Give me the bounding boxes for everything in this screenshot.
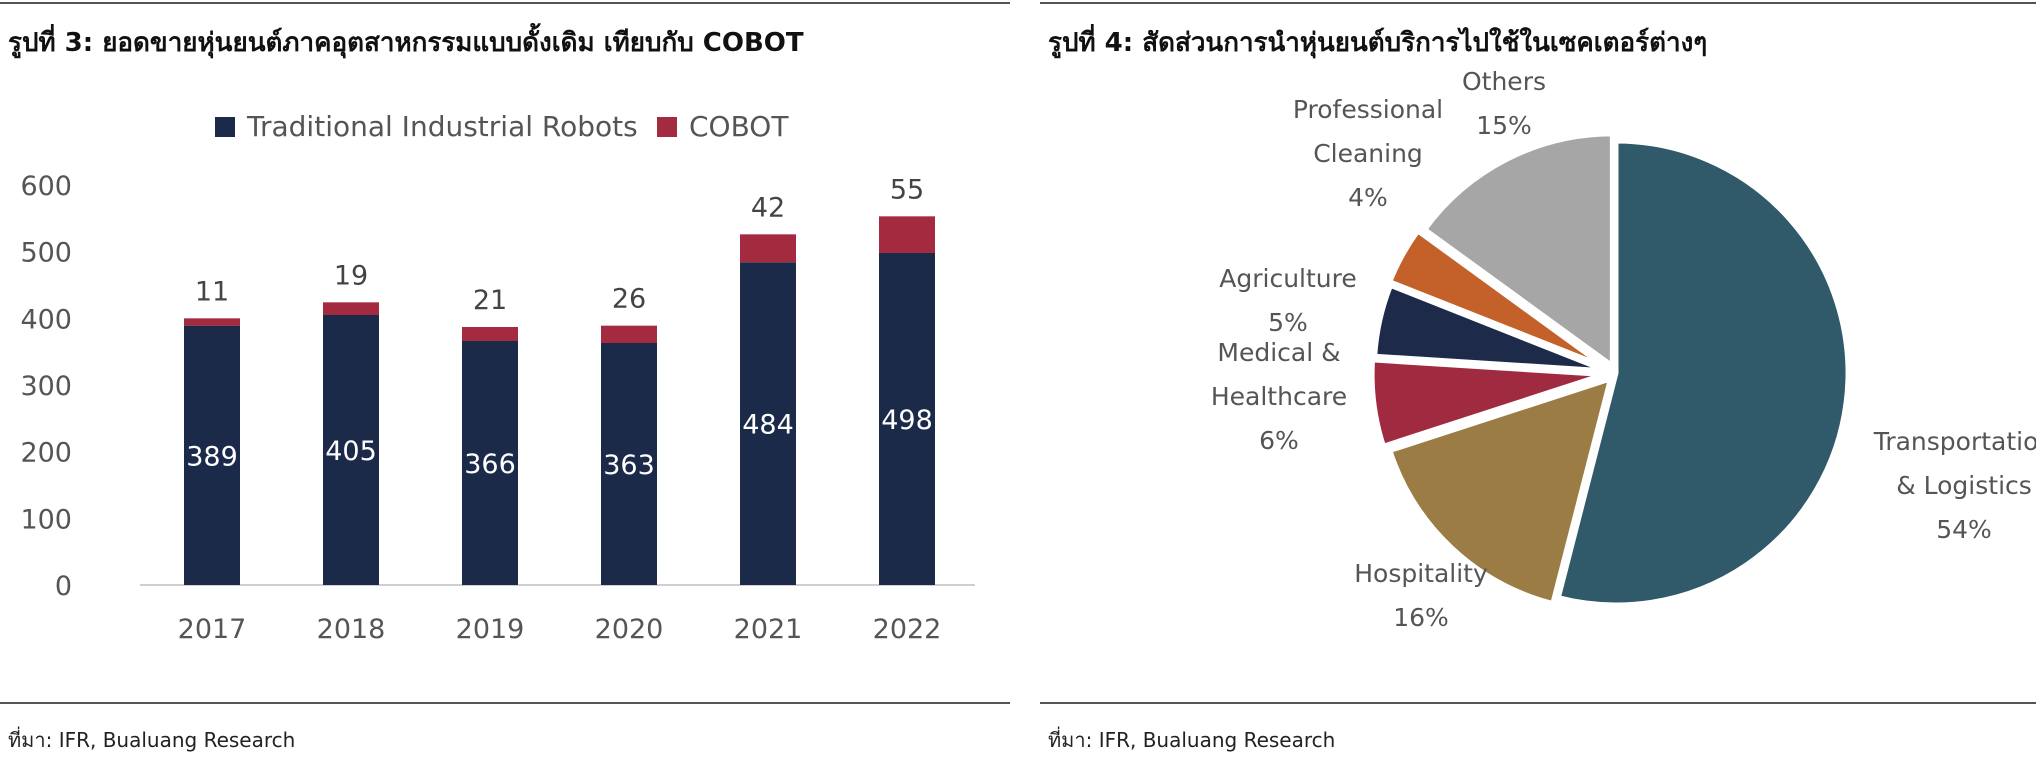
x-tick-label: 2021 xyxy=(734,614,803,645)
y-tick-label: 300 xyxy=(20,371,72,402)
bar-cobot xyxy=(601,325,657,343)
slice-pct-label: 54% xyxy=(1936,515,1992,544)
y-tick-label: 400 xyxy=(20,304,72,335)
figure-3-title: รูปที่ 3: ยอดขายหุ่นยนต์ภาคอุตสาหกรรมแบบ… xyxy=(8,28,804,58)
x-tick-label: 2018 xyxy=(317,614,386,645)
legend-label: COBOT xyxy=(689,110,789,143)
slice-name-label: Healthcare xyxy=(1211,382,1347,411)
slice-name-label: Cleaning xyxy=(1313,139,1423,168)
slice-pct-label: 6% xyxy=(1259,426,1299,455)
figure-4-panel: รูปที่ 4: สัดส่วนการนำหุ่นยนต์บริการไปใช… xyxy=(1040,0,2036,760)
bar-traditional xyxy=(323,315,379,585)
pie-chart: Transportation & Logistics 54% Hospitality 1… xyxy=(1211,67,2036,632)
y-tick-label: 500 xyxy=(20,238,72,269)
bar-traditional xyxy=(184,325,240,585)
legend: Traditional Industrial Robots COBOT xyxy=(215,110,789,143)
slice-name-label: Hospitality xyxy=(1354,559,1488,588)
pie-slice xyxy=(1387,376,1614,607)
top-rule xyxy=(0,2,1010,4)
pie-slice xyxy=(1555,138,1851,608)
bar-traditional xyxy=(879,253,935,585)
slice-name-label: Medical & xyxy=(1217,338,1340,367)
x-tick-label: 2020 xyxy=(595,614,664,645)
legend-swatch xyxy=(657,117,677,137)
slice-pct-label: 4% xyxy=(1348,183,1388,212)
x-tick-label: 2019 xyxy=(456,614,525,645)
figure-4-source: ที่มา: IFR, Bualuang Research xyxy=(1048,728,1336,752)
figure-3-panel: รูปที่ 3: ยอดขายหุ่นยนต์ภาคอุตสาหกรรมแบบ… xyxy=(0,0,1010,760)
pie-slice xyxy=(1387,228,1608,370)
stacked-bar-chart: Traditional Industrial Robots COBOT 0 100 20… xyxy=(20,110,975,645)
bottom-rule xyxy=(0,702,1010,704)
bar-cobot xyxy=(879,216,935,253)
slice-name-label: Transportation xyxy=(1873,427,2036,456)
bar-traditional xyxy=(462,341,518,585)
slice-name-label: Others xyxy=(1462,67,1546,96)
slice-pct-label: 16% xyxy=(1393,603,1449,632)
data-label-traditional: 405 xyxy=(325,436,377,467)
bar-cobot xyxy=(462,327,518,341)
data-label-cobot: 26 xyxy=(612,284,646,315)
data-label-traditional: 366 xyxy=(464,449,516,480)
y-tick-label: 0 xyxy=(55,571,72,602)
figure-3-source: ที่มา: IFR, Bualuang Research xyxy=(8,728,296,752)
legend-swatch xyxy=(215,117,235,137)
bar-cobot xyxy=(740,234,796,263)
data-label-cobot: 21 xyxy=(473,285,507,316)
data-label-traditional: 498 xyxy=(881,405,933,436)
y-tick-label: 200 xyxy=(20,438,72,469)
data-label-traditional: 484 xyxy=(742,410,794,441)
y-tick-label: 600 xyxy=(20,171,72,202)
bar-cobot xyxy=(323,302,379,315)
slice-name-label: & Logistics xyxy=(1896,471,2032,500)
bar-traditional xyxy=(601,343,657,585)
data-label-cobot: 42 xyxy=(751,192,785,223)
slice-name-label: Professional xyxy=(1293,95,1443,124)
slice-pct-label: 5% xyxy=(1268,308,1308,337)
slice-name-label: Agriculture xyxy=(1219,264,1357,293)
legend-label: Traditional Industrial Robots xyxy=(246,110,638,143)
figure-4-title: รูปที่ 4: สัดส่วนการนำหุ่นยนต์บริการไปใช… xyxy=(1048,28,1708,58)
x-tick-label: 2017 xyxy=(178,614,247,645)
bar-traditional xyxy=(740,262,796,585)
bar-cobot xyxy=(184,318,240,326)
pie-slice xyxy=(1369,357,1607,449)
data-label-cobot: 55 xyxy=(890,174,924,205)
data-label-traditional: 389 xyxy=(186,441,238,472)
data-label-cobot: 11 xyxy=(195,276,229,307)
y-tick-label: 100 xyxy=(20,504,72,535)
slice-pct-label: 15% xyxy=(1476,111,1532,140)
bottom-rule xyxy=(1040,702,2036,704)
pie-slice xyxy=(1372,282,1609,374)
x-tick-label: 2022 xyxy=(873,614,942,645)
pie-slice xyxy=(1422,131,1615,369)
top-rule xyxy=(1040,2,2036,4)
data-label-cobot: 19 xyxy=(334,260,368,291)
data-label-traditional: 363 xyxy=(603,450,655,481)
